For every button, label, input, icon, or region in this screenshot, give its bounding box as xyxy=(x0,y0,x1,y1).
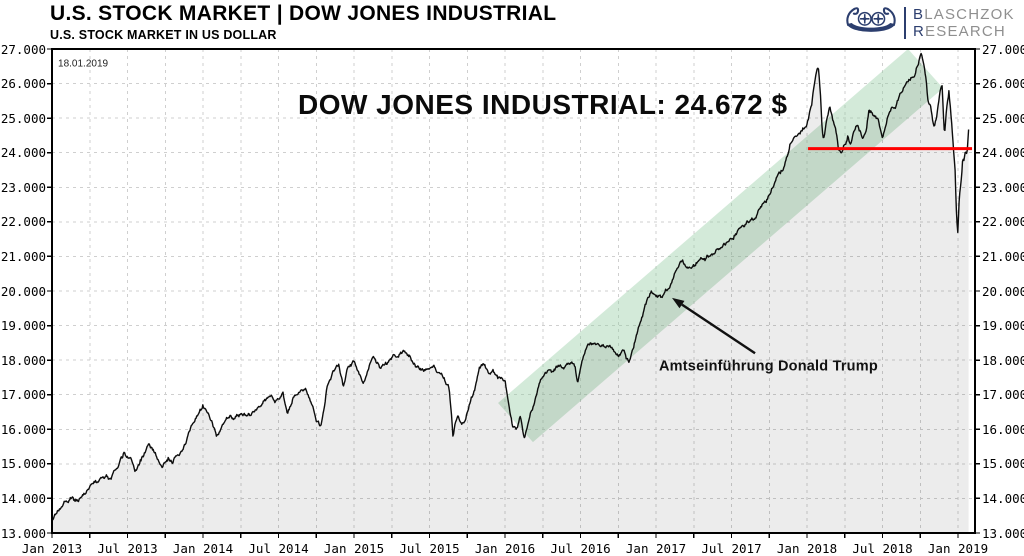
logo-line2: RESEARCH xyxy=(913,23,1015,40)
x-tick-label: Jul 2014 xyxy=(248,541,309,556)
y-tick-label-right: 14.000 xyxy=(982,490,1024,506)
page-title: U.S. STOCK MARKET | DOW JONES INDUSTRIAL xyxy=(50,2,557,25)
annotation-arrow xyxy=(672,297,756,355)
logo-rest-2: ESEARCH xyxy=(925,23,1006,40)
logo-divider xyxy=(904,7,906,39)
x-tick-label: Jan 2013 xyxy=(21,541,83,556)
y-tick-label-left: 22.000 xyxy=(0,214,46,230)
y-tick-label-right: 22.000 xyxy=(982,214,1024,230)
x-tick-label: Jul 2016 xyxy=(550,541,611,556)
y-tick-label-right: 23.000 xyxy=(982,179,1024,195)
logo-line1: BLASCHZOK xyxy=(913,6,1015,23)
logo-initial-2: R xyxy=(913,23,926,40)
y-tick-label-left: 17.000 xyxy=(0,387,46,403)
brand-logo: BLASCHZOK RESEARCH xyxy=(845,2,1015,44)
trump-annotation-label: Amtseinführung Donald Trump xyxy=(659,359,878,375)
price-line xyxy=(52,52,970,533)
x-tick-label: Jul 2015 xyxy=(399,541,460,556)
x-tick-label: Jan 2014 xyxy=(172,541,234,556)
y-tick-label-right: 20.000 xyxy=(982,283,1024,299)
y-tick-label-left: 27.000 xyxy=(0,41,46,57)
y-tick-label-right: 25.000 xyxy=(982,110,1024,126)
y-tick-label-left: 13.000 xyxy=(0,525,46,541)
y-tick-label-left: 21.000 xyxy=(0,248,46,264)
y-tick-label-left: 23.000 xyxy=(0,179,46,195)
x-tick-label: Jan 2018 xyxy=(776,541,838,556)
x-tick-label: Jul 2017 xyxy=(701,541,762,556)
y-tick-label-left: 25.000 xyxy=(0,110,46,126)
y-tick-label-left: 19.000 xyxy=(0,318,46,334)
logo-text: BLASCHZOK RESEARCH xyxy=(913,6,1015,40)
y-tick-label-left: 24.000 xyxy=(0,145,46,161)
x-tick-label: Jan 2017 xyxy=(625,541,687,556)
logo-rest-1: LASCHZOK xyxy=(924,6,1015,23)
logo-initial-1: B xyxy=(913,6,925,23)
x-tick-label: Jan 2015 xyxy=(323,541,385,556)
y-tick-label-right: 15.000 xyxy=(982,456,1024,472)
page-subtitle: U.S. STOCK MARKET IN US DOLLAR xyxy=(50,28,277,42)
y-tick-label-left: 18.000 xyxy=(0,352,46,368)
y-tick-label-right: 27.000 xyxy=(982,41,1024,57)
y-tick-label-left: 15.000 xyxy=(0,456,46,472)
y-tick-label-right: 21.000 xyxy=(982,248,1024,264)
viking-ship-icon xyxy=(846,7,896,32)
chart-value-label: DOW JONES INDUSTRIAL: 24.672 $ xyxy=(298,89,788,120)
y-tick-label-left: 20.000 xyxy=(0,283,46,299)
y-tick-label-right: 16.000 xyxy=(982,421,1024,437)
y-tick-label-right: 17.000 xyxy=(982,387,1024,403)
y-tick-label-right: 18.000 xyxy=(982,352,1024,368)
y-tick-label-left: 14.000 xyxy=(0,490,46,506)
x-tick-label: Jan 2016 xyxy=(474,541,536,556)
y-tick-label-right: 26.000 xyxy=(982,76,1024,92)
x-tick-label: Jan 2019 xyxy=(927,541,989,556)
y-tick-label-left: 26.000 xyxy=(0,76,46,92)
x-tick-label: Jul 2018 xyxy=(852,541,913,556)
y-tick-label-right: 24.000 xyxy=(982,145,1024,161)
y-tick-label-right: 13.000 xyxy=(982,525,1024,541)
y-tick-label-right: 19.000 xyxy=(982,318,1024,334)
chart-date-label: 18.01.2019 xyxy=(58,58,108,69)
x-tick-label: Jul 2013 xyxy=(97,541,158,556)
y-tick-label-left: 16.000 xyxy=(0,421,46,437)
